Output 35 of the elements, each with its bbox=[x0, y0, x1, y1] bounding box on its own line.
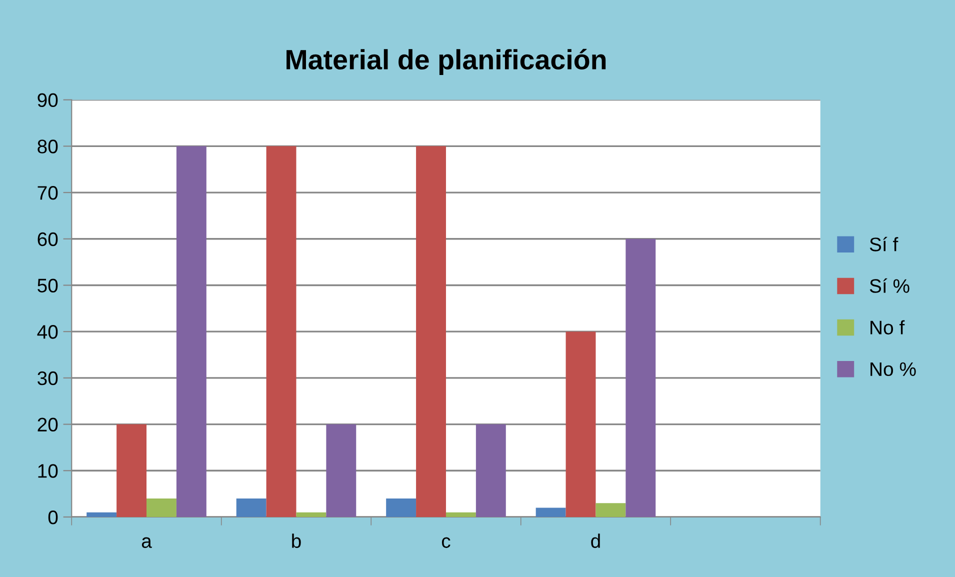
y-tick-label: 70 bbox=[38, 186, 58, 200]
y-tick-label: 0 bbox=[48, 510, 58, 524]
bar bbox=[626, 238, 656, 517]
bar bbox=[386, 498, 416, 517]
y-tick-label: 90 bbox=[38, 93, 58, 108]
bar bbox=[536, 508, 566, 517]
legend-label: No f bbox=[870, 320, 905, 334]
bar bbox=[296, 512, 326, 517]
bar bbox=[416, 146, 446, 517]
bar bbox=[596, 503, 626, 517]
bar bbox=[476, 424, 506, 517]
y-tick-label: 60 bbox=[38, 232, 58, 246]
bar bbox=[86, 512, 117, 517]
bar bbox=[236, 498, 266, 517]
legend-label: No % bbox=[870, 362, 916, 376]
chart-title: Material de planificación bbox=[286, 48, 606, 76]
x-tick-label: a bbox=[142, 537, 152, 548]
legend-label: Sí f bbox=[870, 236, 898, 252]
bar bbox=[116, 424, 146, 517]
bar bbox=[176, 146, 206, 517]
bar bbox=[566, 332, 596, 517]
legend-label: Sí % bbox=[870, 278, 910, 293]
x-tick-label: b bbox=[292, 534, 301, 548]
y-tick-label: 50 bbox=[38, 278, 58, 292]
y-tick-label: 40 bbox=[37, 325, 58, 339]
y-tick-label: 20 bbox=[38, 418, 58, 432]
y-tick-label: 10 bbox=[38, 464, 58, 478]
bar bbox=[326, 424, 356, 517]
bar bbox=[446, 512, 476, 517]
bar bbox=[266, 146, 296, 517]
x-tick-label: c bbox=[442, 537, 450, 548]
y-tick-label: 80 bbox=[38, 140, 58, 154]
y-tick-label: 30 bbox=[38, 371, 58, 386]
x-tick-label: d bbox=[591, 534, 600, 548]
bar bbox=[146, 498, 176, 517]
